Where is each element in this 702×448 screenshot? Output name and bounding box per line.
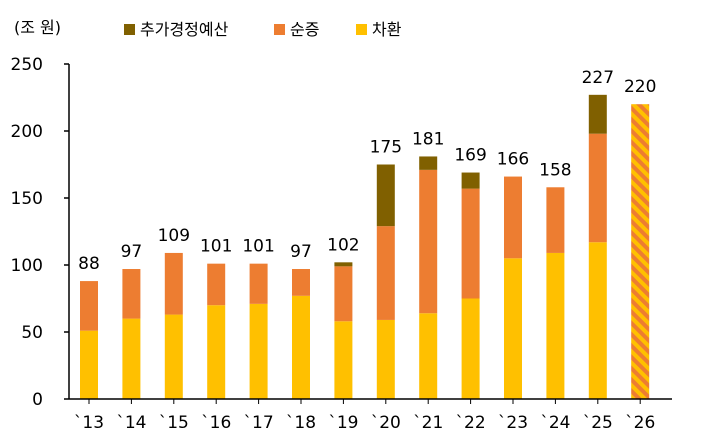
legend-swatch-refinancing [356,24,367,35]
y-tick-label-5: 250 [11,55,43,75]
bar-net-increase-7 [376,226,395,320]
bar-refinancing-0 [80,330,98,399]
bar-net-increase-1 [122,269,141,319]
total-label-0: 88 [78,254,100,274]
bar-refinancing-4 [249,303,268,399]
total-label-6: 102 [327,235,359,255]
bar-supplementary-budget-9 [461,172,480,189]
bar-net-increase-2 [164,252,183,315]
bar-refinancing-7 [376,319,395,399]
total-label-8: 181 [412,129,444,149]
bar-net-increase-5 [292,269,310,296]
bar-refinancing-12 [588,242,607,399]
total-label-4: 101 [242,237,274,257]
x-tick-label-8: `21 [413,413,443,433]
bar-hatched-13 [631,104,650,399]
bar-refinancing-6 [334,321,353,399]
y-tick-label-1: 50 [21,323,43,343]
x-tick-label-1: `14 [116,413,146,433]
bar-supplementary-budget-6 [334,262,353,267]
legend-label-net-increase: 순증 [290,20,319,39]
bar-supplementary-budget-12 [588,94,607,134]
total-label-12: 227 [582,68,614,88]
data-labels: 88 97 109 101 101 97 102 175 181 169 166 158 227 220 [78,68,656,274]
y-tick-label-3: 150 [11,189,43,209]
bar-supplementary-budget-8 [419,156,438,170]
bar-refinancing-8 [419,313,438,399]
total-label-7: 175 [370,138,402,158]
bar-refinancing-2 [164,314,183,399]
x-tick-label-2: `15 [159,413,189,433]
x-tick-label-4: `17 [244,413,274,433]
total-label-5: 97 [290,242,312,262]
bar-net-increase-3 [207,263,226,306]
y-tick-label-0: 0 [32,390,43,410]
legend: 추가경정예산 순증 차환 [124,20,402,39]
bar-supplementary-budget-7 [376,164,395,227]
bar-net-increase-6 [334,266,353,322]
bar-refinancing-10 [504,258,522,399]
bar-net-increase-9 [461,188,480,299]
total-label-1: 97 [121,242,143,262]
bar-net-increase-0 [80,281,98,331]
bar-net-increase-11 [546,187,565,253]
x-tick-label-10: `23 [498,413,528,433]
bar-refinancing-1 [122,318,141,399]
legend-swatch-net-increase [274,24,285,35]
unit-label: (조 원) [14,18,61,37]
bar-group [80,94,650,399]
bar-refinancing-5 [292,295,310,399]
x-tick-label-5: `18 [286,413,316,433]
x-tick-label-11: `24 [540,413,570,433]
bar-net-increase-10 [504,176,522,259]
bar-refinancing-3 [207,305,226,399]
total-label-9: 169 [454,146,486,166]
legend-label-refinancing: 차환 [372,20,402,39]
total-label-10: 166 [497,150,529,170]
bar-refinancing-9 [461,298,480,399]
legend-item-supplementary-budget: 추가경정예산 [124,20,229,39]
legend-swatch-supplementary-budget [124,24,135,35]
x-tick-label-0: `13 [74,413,104,433]
bar-net-increase-8 [419,169,438,314]
total-label-3: 101 [200,237,232,257]
x-tick-label-9: `22 [456,413,486,433]
total-label-11: 158 [539,160,571,180]
axes: `13 `14 `15 `16 `17 `18 `19 `20 `21 `22 `23 `24 `25 `… [11,55,672,433]
legend-item-refinancing: 차환 [356,20,402,39]
x-tick-label-6: `19 [328,413,358,433]
x-tick-label-13: `26 [625,413,655,433]
total-label-2: 109 [158,226,190,246]
legend-label-supplementary-budget: 추가경정예산 [140,20,229,39]
total-label-13: 220 [624,77,656,97]
x-tick-label-7: `20 [371,413,401,433]
legend-item-net-increase: 순증 [274,20,319,39]
bar-refinancing-11 [546,252,565,399]
x-tick-label-3: `16 [201,413,231,433]
x-tick-label-12: `25 [583,413,613,433]
y-tick-label-2: 100 [11,256,43,276]
bar-net-increase-4 [249,263,268,304]
bar-net-increase-12 [588,133,607,243]
y-tick-label-4: 200 [11,122,43,142]
